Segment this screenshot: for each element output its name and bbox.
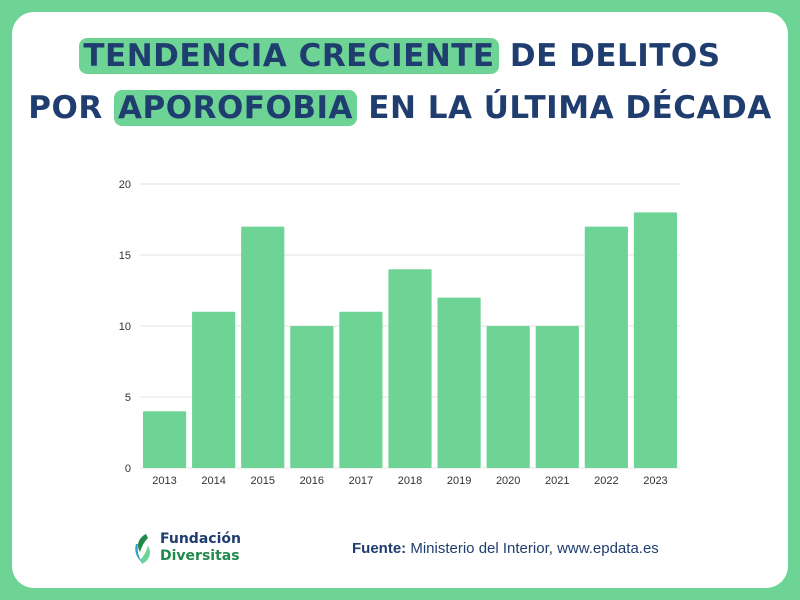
x-tick-label: 2020: [496, 475, 520, 487]
bars: [142, 212, 678, 468]
source-note: Fuente: Ministerio del Interior, www.epd…: [352, 540, 659, 557]
y-tick-label: 5: [125, 392, 131, 404]
bar-2021: [535, 326, 579, 468]
y-tick-label: 15: [119, 250, 131, 262]
bar-2019: [437, 297, 481, 468]
bar-2022: [584, 226, 628, 468]
bar-2013: [142, 411, 187, 468]
chart-title: Tendencia creciente de delitos por aporo…: [0, 30, 800, 134]
title-line-1: Tendencia creciente de delitos: [0, 30, 800, 82]
title-text-1: de delitos: [498, 38, 721, 74]
bar-2023: [633, 212, 678, 468]
x-tick-label: 2021: [545, 475, 569, 487]
y-tick-label: 20: [119, 179, 131, 191]
x-tick-label: 2023: [643, 475, 667, 487]
x-tick-label: 2019: [447, 475, 471, 487]
leaf-logo-icon: [135, 534, 150, 564]
x-tick-label: 2017: [349, 475, 373, 487]
title-text-2: por: [28, 90, 115, 126]
title-highlight-1: Tendencia creciente: [79, 38, 499, 74]
x-tick-label: 2022: [594, 475, 618, 487]
fundacion-diversitas-logo: Fundación Diversitas: [132, 528, 241, 568]
x-tick-label: 2014: [201, 475, 225, 487]
y-axis-ticks: 0 5 10 15 20: [119, 179, 131, 475]
bar-2018: [388, 269, 432, 468]
title-highlight-2: aporofobia: [114, 90, 357, 126]
title-text-3: en la última década: [357, 90, 772, 126]
x-tick-label: 2015: [250, 475, 274, 487]
source-text: Ministerio del Interior, www.epdata.es: [406, 540, 659, 557]
x-tick-label: 2018: [398, 475, 422, 487]
x-tick-label: 2016: [300, 475, 324, 487]
bar-2020: [486, 326, 530, 468]
bar-2016: [290, 326, 334, 468]
x-tick-label: 2013: [152, 475, 176, 487]
source-label: Fuente:: [352, 540, 407, 557]
bar-2014: [192, 311, 236, 468]
y-tick-label: 0: [125, 463, 131, 475]
x-axis-ticks: 2013 2014 2015 2016 2017 2018 2019 2020 2021 2022…: [152, 475, 667, 487]
bar-2017: [339, 311, 383, 468]
y-tick-label: 10: [119, 321, 131, 333]
logo-line-2: Diversitas: [160, 548, 240, 564]
title-line-2: por aporofobia en la última década: [0, 82, 800, 134]
bar-2015: [241, 226, 285, 468]
logo-line-1: Fundación: [160, 531, 241, 547]
